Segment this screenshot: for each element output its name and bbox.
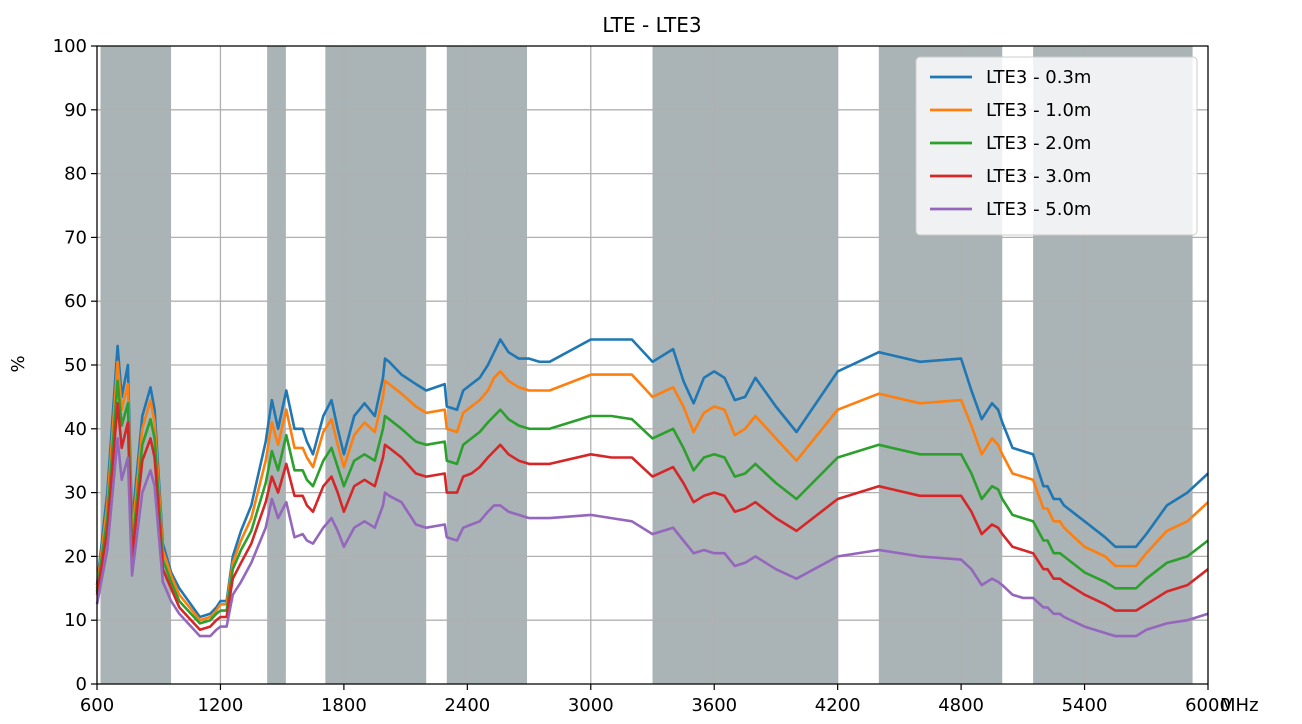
y-tick-label-6: 60 <box>64 291 87 312</box>
legend-label-1: LTE3 - 1.0m <box>986 100 1091 121</box>
y-tick-label-10: 100 <box>53 36 87 57</box>
x-tick-label-6: 4200 <box>815 695 861 716</box>
legend-box <box>915 56 1198 236</box>
x-tick-label-1: 1200 <box>198 695 244 716</box>
x-tick-label-8: 5400 <box>1062 695 1108 716</box>
series-line-2 <box>95 379 1209 625</box>
y-tick-label-5: 50 <box>64 355 87 376</box>
y-axis: 0 10 20 30 40 50 60 70 80 90 100 <box>53 36 97 695</box>
x-tick-label-7: 4800 <box>938 695 984 716</box>
y-tick-label-7: 70 <box>64 227 87 248</box>
x-tick-label-2: 1800 <box>321 695 367 716</box>
legend-label-4: LTE3 - 5.0m <box>986 199 1091 220</box>
series-line-3 <box>95 401 1209 632</box>
y-tick-label-2: 20 <box>64 546 87 567</box>
x-axis-unit: MHz <box>1220 695 1259 716</box>
y-tick-label-3: 30 <box>64 483 87 504</box>
y-tick-label-9: 90 <box>64 100 87 121</box>
x-tick-label-0: 600 <box>80 695 114 716</box>
y-tick-label-8: 80 <box>64 164 87 185</box>
y-tick-label-1: 10 <box>64 610 87 631</box>
series-lines <box>95 338 1209 638</box>
chart-title: LTE - LTE3 <box>602 13 701 37</box>
x-tick-label-9: 6000 <box>1185 695 1231 716</box>
x-tick-label-3: 2400 <box>444 695 490 716</box>
x-tick-label-4: 3000 <box>568 695 614 716</box>
series-line-0 <box>95 338 1209 619</box>
y-tick-label-0: 0 <box>76 674 87 695</box>
series-line-1 <box>95 360 1209 622</box>
y-axis-label: % <box>8 355 29 372</box>
y-tick-label-4: 40 <box>64 419 87 440</box>
x-axis: 600 1200 1800 2400 3000 3600 4200 4800 5400 6000 <box>80 684 1231 716</box>
x-tick-label-5: 3600 <box>691 695 737 716</box>
legend: LTE3 - 0.3m LTE3 - 1.0m LTE3 - 2.0m LTE3 - … <box>915 56 1198 236</box>
series-line-4 <box>95 437 1209 638</box>
legend-label-0: LTE3 - 0.3m <box>986 67 1091 88</box>
legend-label-3: LTE3 - 3.0m <box>986 166 1091 187</box>
legend-label-2: LTE3 - 2.0m <box>986 133 1091 154</box>
